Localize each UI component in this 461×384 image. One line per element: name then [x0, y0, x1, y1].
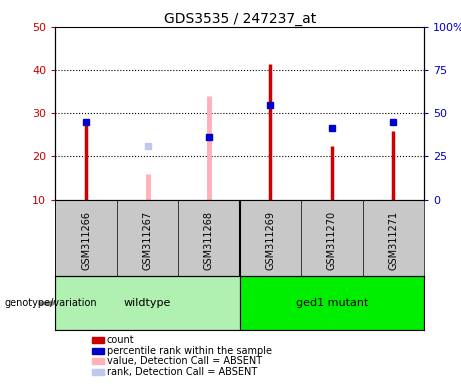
- Text: wildtype: wildtype: [124, 298, 171, 308]
- Text: GSM311270: GSM311270: [327, 211, 337, 270]
- Text: GSM311271: GSM311271: [388, 211, 398, 270]
- Text: value, Detection Call = ABSENT: value, Detection Call = ABSENT: [107, 356, 262, 366]
- Text: ged1 mutant: ged1 mutant: [296, 298, 368, 308]
- Text: GSM311269: GSM311269: [266, 211, 276, 270]
- Text: count: count: [107, 335, 135, 345]
- Bar: [240, 276, 424, 330]
- Text: rank, Detection Call = ABSENT: rank, Detection Call = ABSENT: [107, 367, 257, 377]
- Bar: [55, 276, 240, 330]
- Text: GSM311266: GSM311266: [81, 211, 91, 270]
- Title: GDS3535 / 247237_at: GDS3535 / 247237_at: [164, 12, 316, 26]
- Text: GSM311268: GSM311268: [204, 211, 214, 270]
- Text: percentile rank within the sample: percentile rank within the sample: [107, 346, 272, 356]
- Text: GSM311267: GSM311267: [142, 211, 153, 270]
- Text: genotype/variation: genotype/variation: [5, 298, 97, 308]
